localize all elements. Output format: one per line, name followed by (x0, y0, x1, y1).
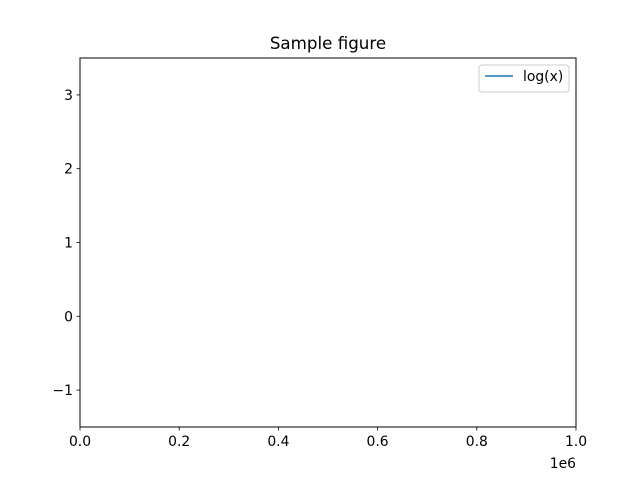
x-tick-label: 0.0 (69, 434, 91, 450)
y-tick-label: 2 (64, 162, 73, 178)
legend-label-log-x: log(x) (523, 69, 563, 85)
x-tick-label: 0.8 (466, 434, 488, 450)
x-axis-ticks: 0.0 0.2 0.4 0.6 0.8 1.0 (69, 427, 587, 450)
axes-frame (79, 57, 577, 428)
y-tick-label: 1 (64, 236, 73, 252)
y-axis-ticks: −1 0 1 2 3 (53, 88, 80, 399)
x-tick-label: 0.4 (267, 434, 289, 450)
chart-title: Sample figure (270, 33, 386, 53)
y-tick-label: 0 (64, 309, 73, 325)
x-tick-label: 0.2 (168, 434, 190, 450)
x-axis-offset-label: 1e6 (550, 456, 576, 472)
y-tick-label: 3 (64, 88, 73, 104)
x-tick-label: 0.6 (367, 434, 389, 450)
plot-area (80, 58, 576, 427)
x-tick-label: 1.0 (565, 434, 587, 450)
legend-box (478, 64, 570, 93)
y-tick-label: −1 (53, 383, 73, 399)
legend: log(x) (478, 64, 570, 93)
